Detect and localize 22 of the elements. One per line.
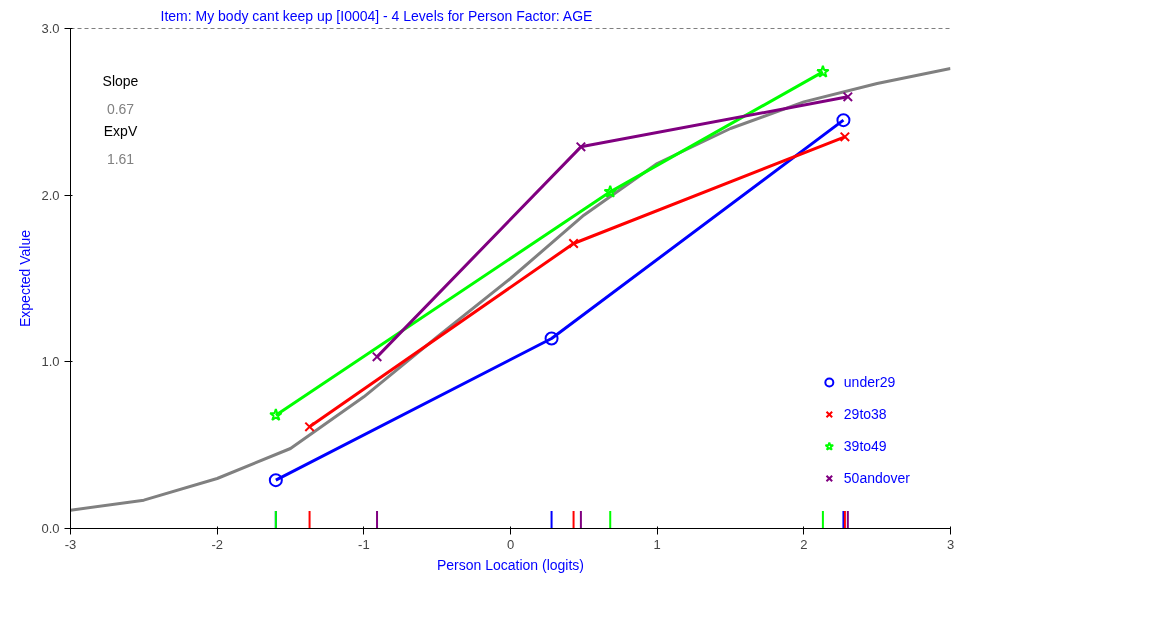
annotation: 1.61 — [106, 150, 135, 167]
annotation: 0.67 — [106, 100, 135, 117]
x-tick-label: 1 — [653, 536, 661, 552]
annotation: ExpV — [103, 122, 138, 139]
annotation: Slope — [102, 72, 139, 89]
x-tick-label: -1 — [358, 536, 370, 552]
x-axis-title: Person Location (logits) — [436, 556, 585, 573]
x-tick-label: 2 — [800, 536, 808, 552]
y-tick-label: 2.0 — [41, 187, 60, 203]
legend-label: 39to49 — [843, 438, 887, 454]
x-tick-label: 3 — [946, 536, 955, 552]
legend-label: 29to38 — [843, 406, 887, 422]
y-tick-label: 0.0 — [41, 521, 60, 536]
y-axis-title: Expected Value — [17, 229, 34, 328]
x-tick-label: -2 — [211, 536, 223, 552]
chart-title: Item: My body cant keep up [I0004] - 4 Levels for Person Factor: AGE — [160, 7, 593, 24]
y-tick-label: 1.0 — [41, 354, 60, 370]
legend-label: 50andover — [843, 470, 910, 486]
x-tick-label: -3 — [64, 536, 77, 552]
y-tick-label: 3.0 — [41, 21, 60, 36]
x-tick-label: 0 — [506, 536, 515, 552]
legend-label: under29 — [843, 374, 896, 390]
